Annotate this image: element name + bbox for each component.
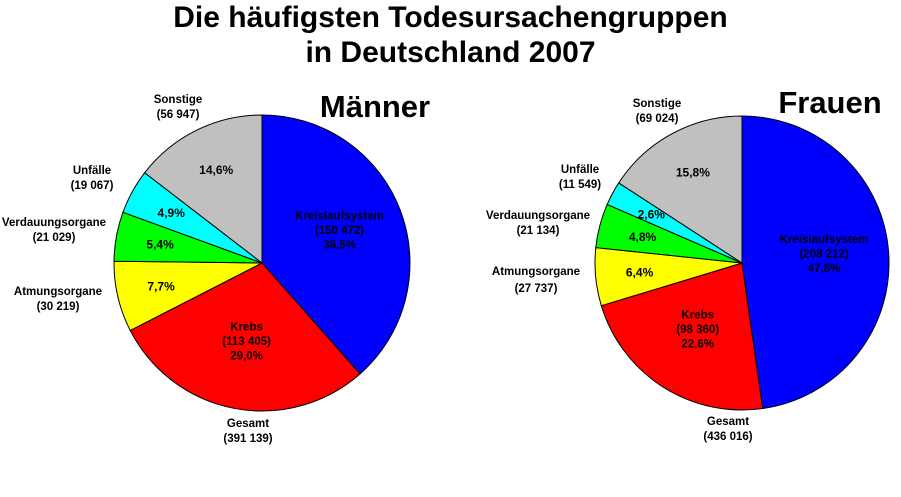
slice-percent-label: 38,5% [323,240,356,252]
slice-value-label: (21 029) [33,232,76,244]
slice-percent-label: 4,9% [158,206,186,220]
chart-title: Männer [320,89,430,124]
slice-percent-label: 7,7% [147,280,175,294]
pie-slice-kreislaufsystem [741,115,890,410]
slice-value-label: (21 134) [517,225,560,237]
slice-percent-label: 14,6% [199,163,233,177]
slice-label: Verdauungsorgane [2,217,106,229]
slice-value-label: (208 212) [799,249,848,261]
slice-label: Unfälle [73,165,111,177]
slice-percent-label: 5,4% [146,237,174,251]
page-title-line-1: Die häufigsten Todesursachengruppen [173,1,728,34]
slice-value-label: (98 360) [676,324,719,336]
slice-label: Atmungsorgane [14,286,102,298]
slice-percent-label: 4,8% [629,230,657,244]
slice-value-label: (27 737) [515,283,558,295]
total-value: (391 139) [223,433,272,445]
pie-chart-maenner: Kreislaufsystem (150 472) 38,5% Krebs (113 4… [2,89,430,445]
slice-label: Verdauungsorgane [486,210,590,222]
slice-value-label: (69 024) [636,113,679,125]
slice-value-label: (19 067) [71,180,114,192]
total-label: Gesamt [227,418,269,430]
pie-slice-krebs [600,262,764,411]
slice-label: Krebs [230,321,263,333]
slice-label: Kreislaufsystem [780,234,869,246]
pie-slice-sonstige [144,114,263,265]
slice-percent-label: 22,6% [681,338,714,350]
slice-label: Atmungsorgane [492,266,580,278]
slice-value-label: (30 219) [37,301,80,313]
slice-percent-label: 29,0% [230,350,263,362]
page-title: Die häufigsten Todesursachengruppen in D… [0,0,901,70]
slice-label: Sonstige [154,94,203,106]
pie-slice-sonstige [618,115,743,264]
pie-slice-krebs [129,262,361,412]
slice-value-label: (113 405) [222,336,271,348]
slice-value-label: (56 947) [157,109,200,121]
slice-percent-label: 6,4% [626,266,654,280]
slice-label: Krebs [681,309,714,321]
total-label: Gesamt [707,416,749,428]
slice-label: Unfälle [561,164,599,176]
slice-percent-label: 2,6% [638,207,666,221]
slice-percent-label: 47,8% [808,263,841,275]
chart-title: Frauen [778,85,881,120]
pie-chart-frauen: Kreislaufsystem (208 212) 47,8% Krebs (98 36… [486,85,890,443]
total-value: (436 016) [703,431,752,443]
slice-label: Kreislaufsystem [295,211,384,223]
slice-value-label: (150 472) [315,225,364,237]
slice-percent-label: 15,8% [676,166,710,180]
pie-slice-kreislaufsystem [261,114,411,375]
slice-label: Sonstige [633,98,682,110]
page-title-line-2: in Deutschland 2007 [305,36,596,69]
slice-value-label: (11 549) [559,179,601,191]
